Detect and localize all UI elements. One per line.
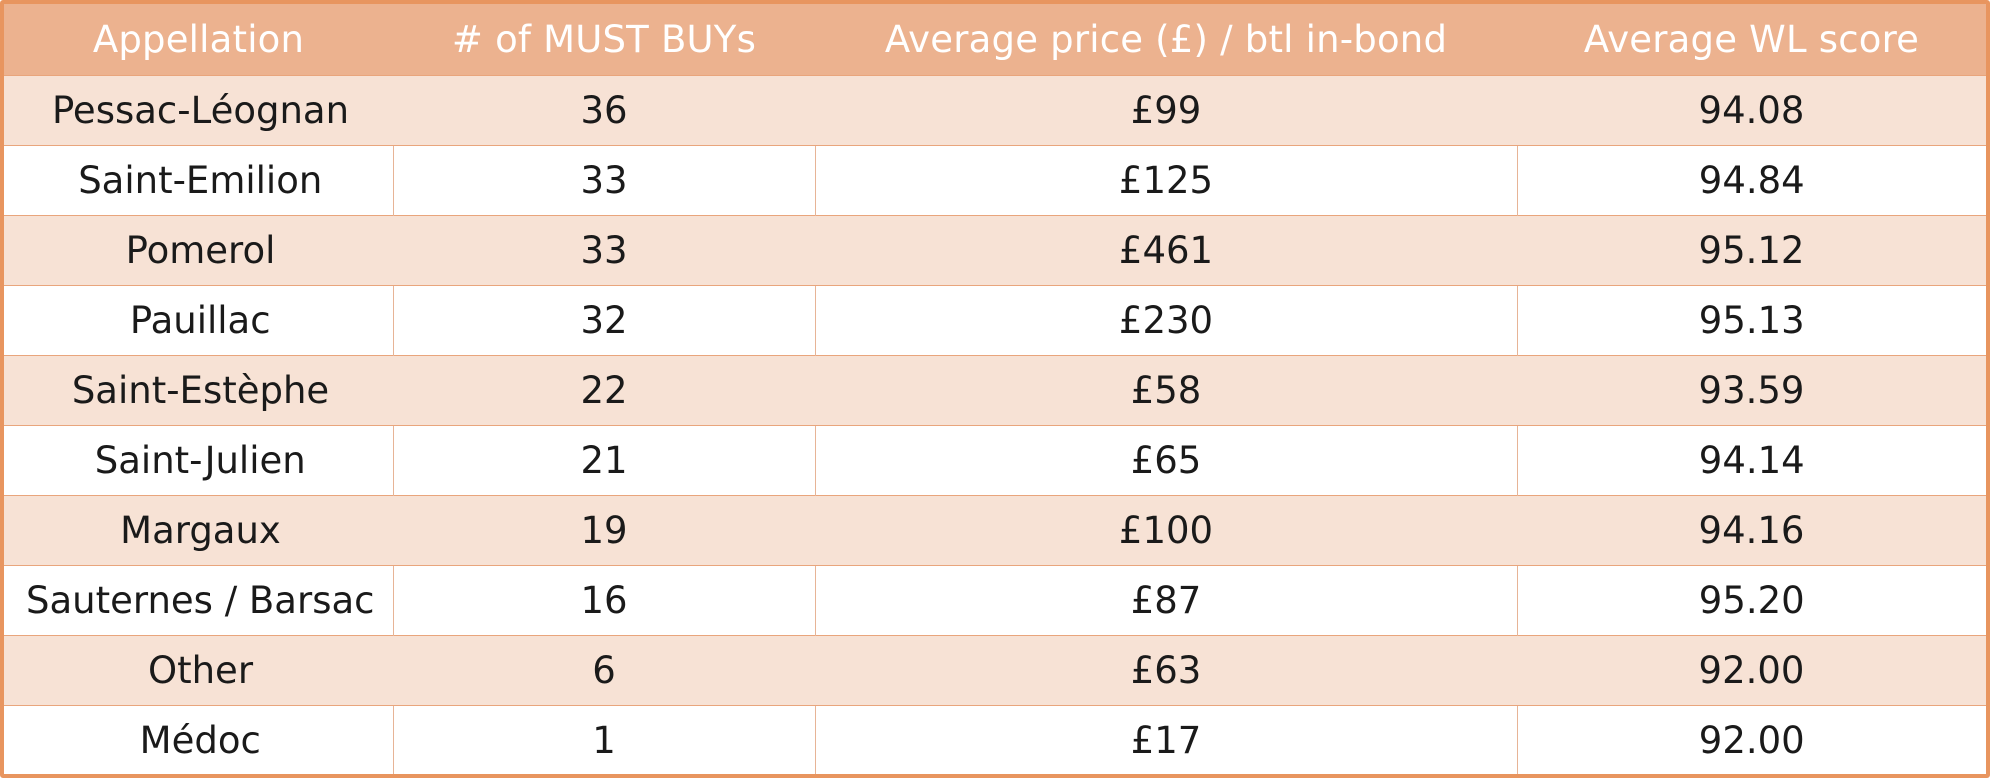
column-header-must-buys: # of MUST BUYs bbox=[451, 17, 757, 61]
average-score-cell: 92.00 bbox=[1517, 634, 1986, 705]
average-price-cell: £87 bbox=[814, 564, 1517, 635]
table-row: Saint-Julien 21 £65 94.14 bbox=[4, 424, 1986, 495]
table-row: Pomerol 33 £461 95.12 bbox=[4, 214, 1986, 285]
appellation-cell: Saint-Julien bbox=[4, 424, 393, 495]
average-price-cell: £65 bbox=[814, 424, 1517, 495]
average-score-cell: 94.16 bbox=[1517, 494, 1986, 565]
average-price-cell: £230 bbox=[814, 284, 1517, 355]
table-row: Margaux 19 £100 94.16 bbox=[4, 494, 1986, 565]
must-buys-cell: 19 bbox=[393, 494, 815, 565]
average-score-cell: 93.59 bbox=[1517, 354, 1986, 425]
table-row: Pauillac 32 £230 95.13 bbox=[4, 284, 1986, 355]
average-price-cell: £461 bbox=[815, 214, 1517, 285]
appellation-cell: Saint-Emilion bbox=[4, 144, 393, 215]
table-row: Pessac-Léognan 36 £99 94.08 bbox=[4, 74, 1986, 145]
appellation-cell: Margaux bbox=[4, 494, 393, 565]
average-price-cell: £125 bbox=[814, 144, 1517, 215]
must-buys-cell: 33 bbox=[392, 144, 815, 215]
table-row: Sauternes / Barsac 16 £87 95.20 bbox=[4, 564, 1986, 635]
table-row: Saint-Emilion 33 £125 94.84 bbox=[4, 144, 1986, 215]
average-score-cell: 95.20 bbox=[1516, 564, 1986, 635]
column-header-appellation: Appellation bbox=[92, 17, 305, 61]
average-price-cell: £100 bbox=[815, 494, 1517, 565]
table-row: Saint-Estèphe 22 £58 93.59 bbox=[4, 354, 1986, 425]
appellation-cell: Pomerol bbox=[4, 214, 393, 285]
average-price-cell: £99 bbox=[815, 74, 1517, 145]
must-buys-cell: 21 bbox=[392, 424, 815, 495]
appellation-cell: Médoc bbox=[4, 704, 393, 774]
average-price-cell: £17 bbox=[814, 704, 1517, 774]
must-buys-cell: 22 bbox=[393, 354, 815, 425]
appellation-cell: Other bbox=[4, 634, 393, 705]
must-buys-cell: 16 bbox=[392, 564, 815, 635]
average-price-cell: £63 bbox=[815, 634, 1517, 705]
table-header-row: Appellation # of MUST BUYs Average price… bbox=[4, 4, 1986, 75]
must-buys-cell: 6 bbox=[393, 634, 815, 705]
table-row: Other 6 £63 92.00 bbox=[4, 634, 1986, 705]
must-buys-cell: 1 bbox=[392, 704, 815, 774]
appellation-cell: Pessac-Léognan bbox=[4, 74, 393, 145]
appellation-cell: Pauillac bbox=[4, 284, 393, 355]
average-score-cell: 94.08 bbox=[1517, 74, 1986, 145]
must-buys-cell: 32 bbox=[392, 284, 815, 355]
table-row: Médoc 1 £17 92.00 bbox=[4, 704, 1986, 774]
appellation-cell: Saint-Estèphe bbox=[4, 354, 393, 425]
must-buys-cell: 36 bbox=[393, 74, 815, 145]
average-score-cell: 94.84 bbox=[1516, 144, 1986, 215]
column-header-average-score: Average WL score bbox=[1583, 17, 1920, 61]
average-score-cell: 92.00 bbox=[1516, 704, 1986, 774]
average-score-cell: 95.12 bbox=[1517, 214, 1986, 285]
must-buys-cell: 33 bbox=[393, 214, 815, 285]
average-score-cell: 94.14 bbox=[1516, 424, 1986, 495]
appellation-cell: Sauternes / Barsac bbox=[4, 564, 393, 635]
must-buys-table: Appellation # of MUST BUYs Average price… bbox=[4, 4, 1986, 774]
average-score-cell: 95.13 bbox=[1516, 284, 1986, 355]
column-header-average-price: Average price (£) / btl in-bond bbox=[884, 17, 1448, 61]
average-price-cell: £58 bbox=[815, 354, 1517, 425]
